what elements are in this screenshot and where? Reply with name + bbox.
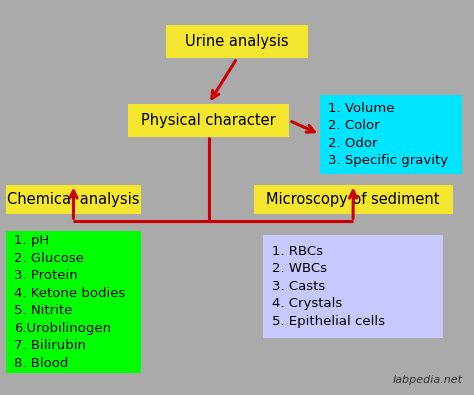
Text: Microscopy of sediment: Microscopy of sediment (266, 192, 440, 207)
Text: 1. Volume
2. Color
2. Odor
3. Specific gravity: 1. Volume 2. Color 2. Odor 3. Specific g… (328, 102, 448, 167)
FancyBboxPatch shape (263, 235, 443, 338)
FancyBboxPatch shape (6, 185, 141, 214)
Text: Chemical analysis: Chemical analysis (7, 192, 140, 207)
FancyBboxPatch shape (254, 185, 453, 214)
Text: 1. RBCs
2. WBCs
3. Casts
4. Crystals
5. Epithelial cells: 1. RBCs 2. WBCs 3. Casts 4. Crystals 5. … (272, 245, 384, 328)
Text: Physical character: Physical character (141, 113, 276, 128)
Text: Urine analysis: Urine analysis (185, 34, 289, 49)
Text: labpedia.net: labpedia.net (392, 375, 462, 385)
FancyBboxPatch shape (128, 103, 289, 137)
FancyBboxPatch shape (166, 24, 308, 58)
FancyBboxPatch shape (320, 95, 462, 174)
FancyBboxPatch shape (6, 231, 141, 373)
Text: 1. pH
2. Glucose
3. Protein
4. Ketone bodies
5. Nitrite
6.Urobilinogen
7. Biliru: 1. pH 2. Glucose 3. Protein 4. Ketone bo… (15, 234, 126, 370)
